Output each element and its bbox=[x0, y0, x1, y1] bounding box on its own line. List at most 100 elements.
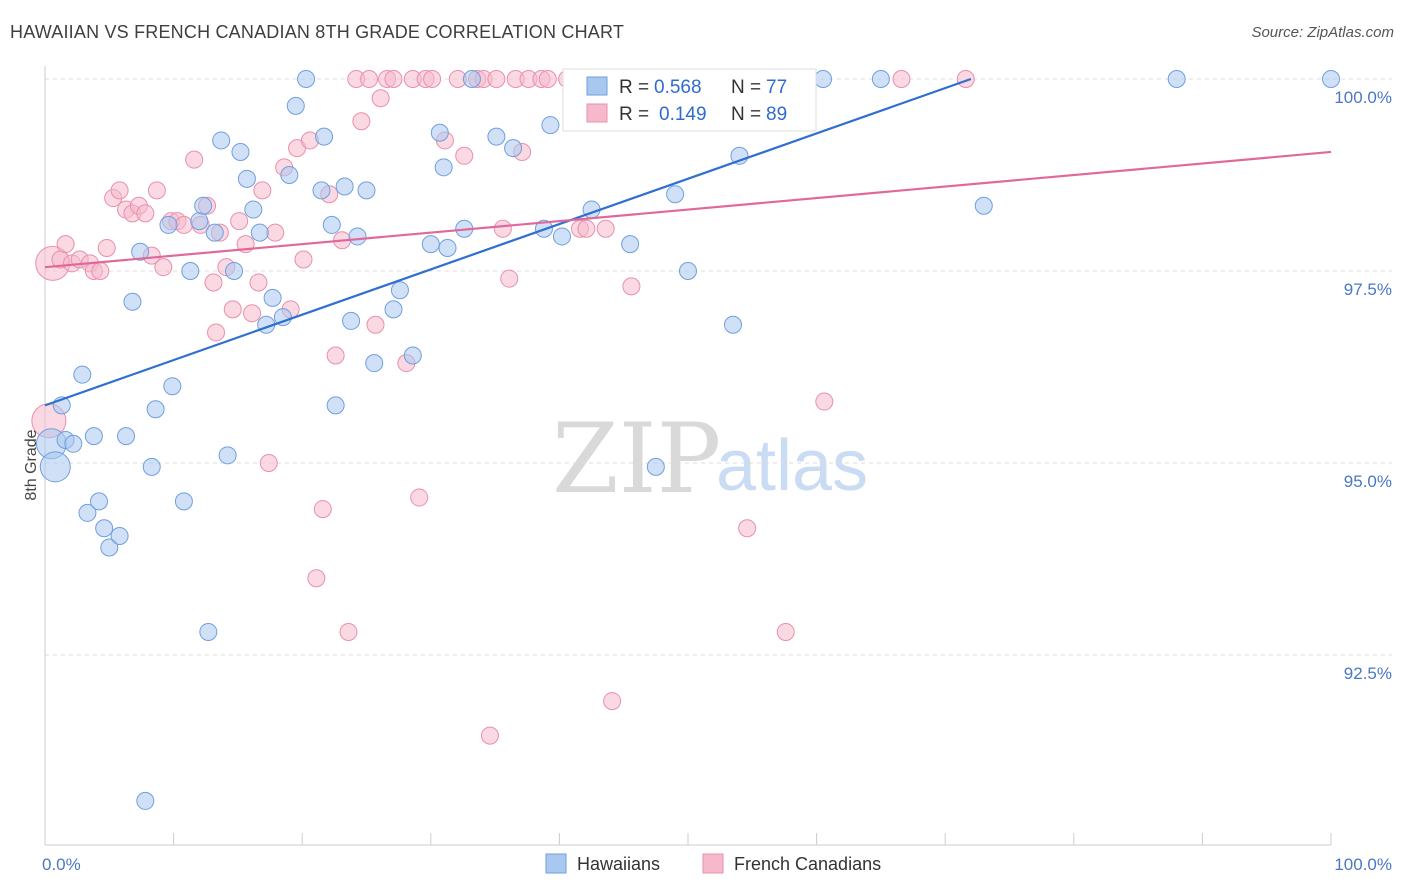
hawaiian-point bbox=[315, 127, 334, 146]
y-tick-label: 100.0% bbox=[1334, 88, 1392, 107]
hawaiian-point bbox=[348, 227, 367, 246]
french-canadian-point bbox=[307, 569, 326, 588]
french-canadian-point bbox=[110, 181, 129, 200]
hawaiian-point bbox=[181, 262, 200, 280]
source-credit: Source: ZipAtlas.com bbox=[1251, 24, 1394, 41]
hawaiian-point bbox=[322, 215, 341, 234]
french-canadian-point bbox=[493, 219, 512, 238]
hawaiian-point bbox=[194, 196, 213, 215]
hawaiian-point bbox=[390, 281, 409, 300]
french-canadian-point bbox=[738, 519, 757, 538]
french-canadian-point bbox=[249, 273, 268, 292]
hawaiian-point bbox=[384, 300, 403, 319]
hawaiian-point bbox=[142, 457, 161, 476]
french-canadian-point bbox=[147, 181, 166, 200]
hawaiian-point bbox=[871, 70, 890, 88]
axes: 92.5% 95.0% 97.5% 100.0% 0.0% 100.0% bbox=[42, 66, 1392, 874]
hawaiian-point bbox=[552, 227, 571, 246]
french-canadian-point bbox=[174, 215, 193, 234]
hawaiian-point bbox=[1322, 70, 1340, 88]
y-tick-label: 92.5% bbox=[1344, 664, 1392, 683]
french-canadian-point bbox=[538, 70, 557, 88]
hawaiian-point bbox=[365, 354, 384, 373]
french-canadian-point bbox=[360, 70, 379, 88]
y-tick-label: 97.5% bbox=[1344, 280, 1392, 299]
french-canadian-point bbox=[577, 219, 596, 238]
french-canadian-point bbox=[815, 392, 834, 411]
hawaiian-point bbox=[225, 262, 244, 280]
bottom-legend-hawaiians: Hawaiians bbox=[577, 854, 660, 874]
hawaiian-point bbox=[205, 223, 224, 242]
hawaiian-point bbox=[430, 123, 449, 142]
hawaiian-point bbox=[541, 116, 560, 135]
hawaiian-point bbox=[237, 169, 256, 188]
french-canadian-point bbox=[352, 112, 371, 131]
hawaiian-point bbox=[312, 181, 331, 200]
watermark: ZIP atlas bbox=[552, 403, 868, 515]
hawaiian-point bbox=[136, 791, 155, 810]
french-canadian-point bbox=[136, 204, 155, 223]
hawaiian-point bbox=[421, 235, 440, 254]
hawaiian-point bbox=[403, 346, 422, 365]
french-canadian-point bbox=[366, 315, 385, 334]
french-canadian-point bbox=[423, 70, 442, 88]
hawaiian-point bbox=[335, 177, 354, 196]
french-canadian-point bbox=[371, 89, 390, 108]
hawaiian-point bbox=[487, 127, 506, 146]
french-canadian-point bbox=[603, 692, 622, 711]
french-canadian-point bbox=[266, 223, 285, 242]
french-canadian-point bbox=[243, 304, 262, 323]
hawaiian-point bbox=[814, 70, 833, 88]
french-canadian-point bbox=[410, 488, 429, 507]
hawaiian-point bbox=[117, 427, 136, 446]
french-canadian-point bbox=[56, 235, 75, 254]
trend-lines bbox=[44, 77, 1332, 407]
chart-title: HAWAIIAN VS FRENCH CANADIAN 8TH GRADE CO… bbox=[10, 22, 625, 42]
french-canadian-point bbox=[384, 70, 403, 88]
y-tick-label: 95.0% bbox=[1344, 472, 1392, 491]
hawaiian-point bbox=[64, 434, 83, 453]
hawaiian-point bbox=[95, 519, 114, 538]
hawaiian-point bbox=[39, 451, 71, 483]
hawaiian-point bbox=[679, 262, 697, 280]
hawaiian-point bbox=[84, 427, 103, 446]
french-canadian-point bbox=[956, 70, 975, 88]
hawaiian-point bbox=[159, 215, 178, 234]
hawaiian-point bbox=[131, 242, 150, 261]
hawaiian-point bbox=[438, 238, 457, 257]
hawaiian-point bbox=[212, 131, 231, 150]
french-canadian-point bbox=[622, 277, 641, 296]
hawaiian-point bbox=[1167, 70, 1186, 88]
hawaiian-points bbox=[35, 70, 1340, 810]
hawaiian-point bbox=[250, 223, 269, 242]
hawaiian-point bbox=[163, 377, 182, 396]
hawaiian-point bbox=[244, 200, 263, 219]
hawaiian-point bbox=[434, 158, 453, 177]
french-canadian-point bbox=[207, 323, 226, 342]
french-canadian-point bbox=[259, 454, 278, 472]
french-canadian-point bbox=[339, 622, 358, 641]
legend-r-label-hawaiians: R = bbox=[619, 77, 649, 98]
legend-n-label-french-canadians: N = bbox=[731, 104, 761, 125]
french-canadian-point bbox=[892, 70, 911, 88]
hawaiian-point bbox=[231, 142, 250, 161]
hawaiian-point bbox=[342, 311, 361, 330]
hawaiian-point bbox=[273, 308, 292, 327]
hawaiian-point bbox=[110, 526, 129, 545]
french-canadian-point bbox=[500, 269, 519, 288]
watermark-atlas: atlas bbox=[716, 426, 868, 506]
legend-n-label-hawaiians: N = bbox=[731, 77, 761, 98]
french-canadian-point bbox=[253, 181, 272, 200]
y-axis-label: 8th Grade bbox=[23, 429, 40, 500]
legend-n-value-hawaiians: 77 bbox=[766, 77, 787, 98]
hawaiian-point bbox=[621, 235, 640, 254]
x-tick-label: 0.0% bbox=[42, 855, 81, 874]
hawaiian-point bbox=[100, 538, 119, 557]
bottom-legend-swatch-hawaiians bbox=[545, 853, 567, 874]
hawaiian-point bbox=[974, 196, 993, 215]
hawaiian-point bbox=[123, 292, 142, 311]
hawaiian-point bbox=[280, 166, 299, 184]
watermark-zip: ZIP bbox=[552, 403, 721, 515]
french-canadian-point bbox=[204, 273, 223, 292]
french-canadian-point bbox=[487, 70, 506, 88]
